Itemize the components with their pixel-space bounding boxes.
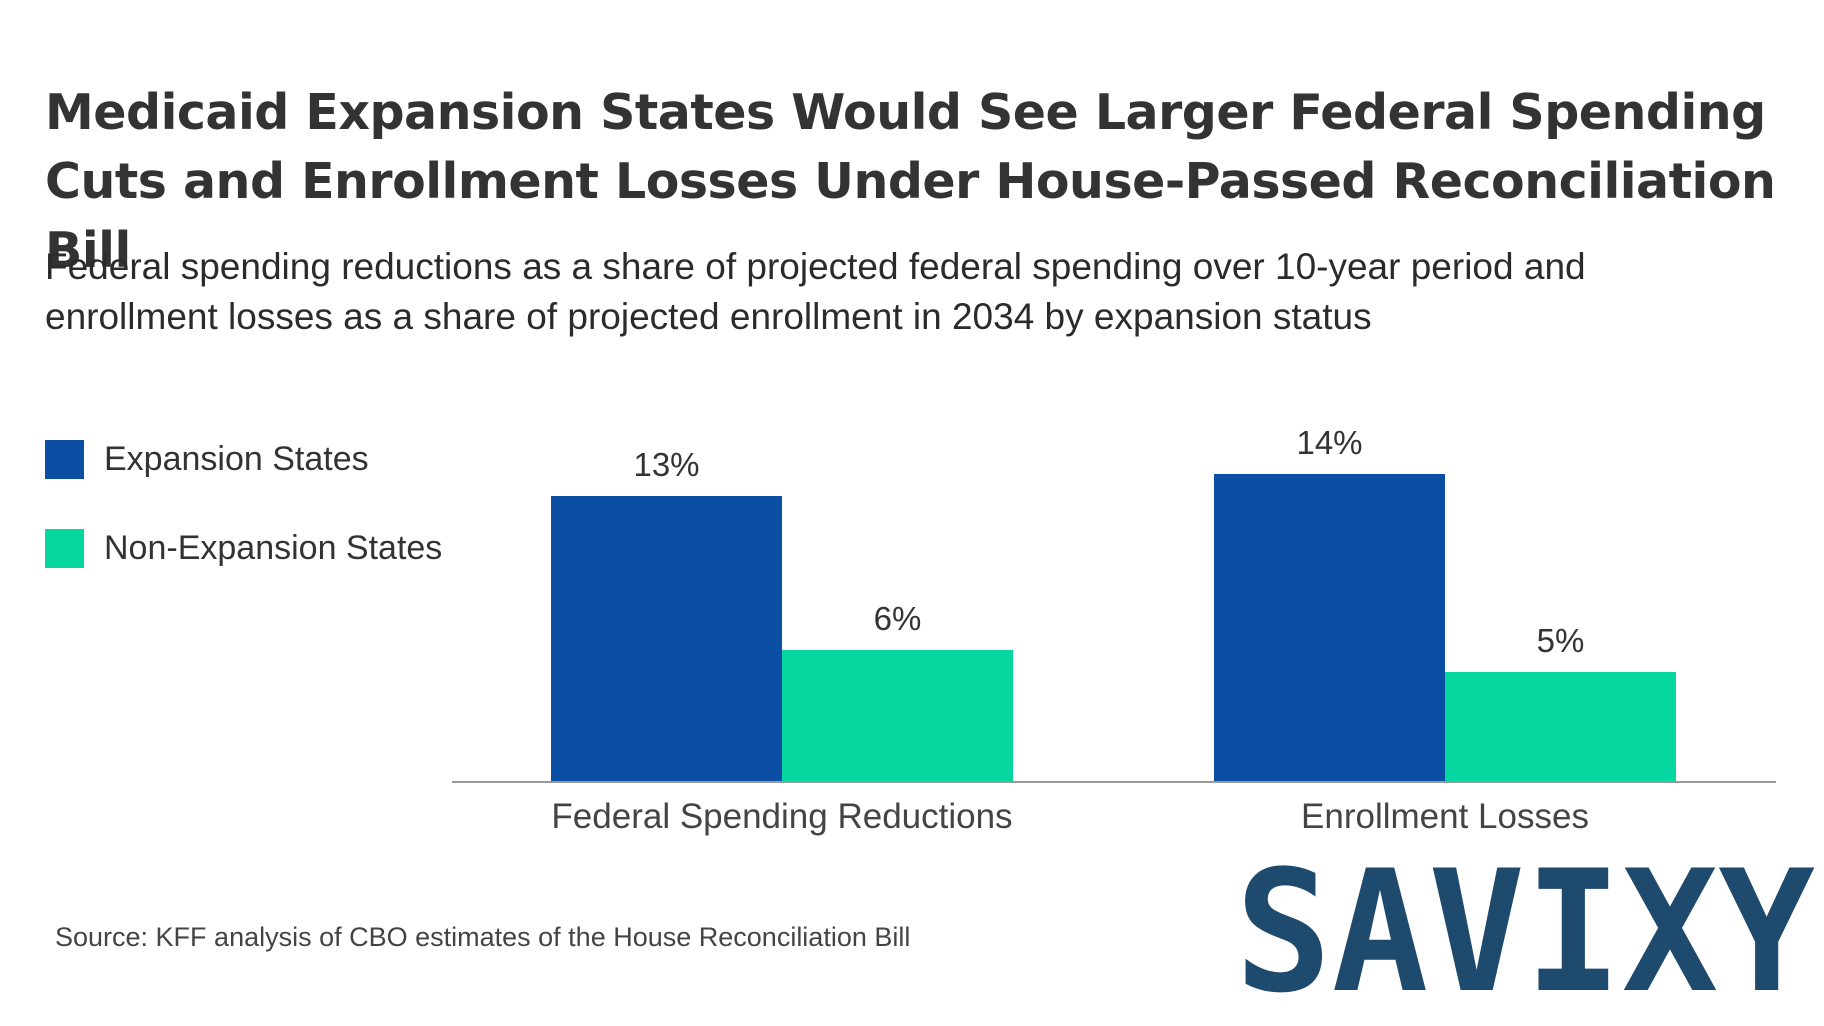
- legend-label-expansion: Expansion States: [104, 440, 369, 478]
- x-tick-label-spending: Federal Spending Reductions: [551, 797, 1012, 836]
- legend-item-expansion: Expansion States: [45, 440, 369, 479]
- bars-layer: 13% 6% Federal Spending Reductions 14% 5% Enr…: [551, 424, 1676, 836]
- chart-title: Medicaid Expansion States Would See Larg…: [45, 84, 1776, 279]
- bar-non-expansion-enrollment: [1445, 672, 1676, 782]
- legend-item-non-expansion: Non-Expansion States: [45, 529, 442, 568]
- watermark-text: SAVIXY: [1235, 840, 1815, 1010]
- bar-expansion-enrollment: [1214, 474, 1445, 782]
- data-label-expansion-enrollment: 14%: [1296, 424, 1362, 461]
- x-tick-label-enrollment: Enrollment Losses: [1301, 797, 1589, 836]
- legend-swatch-non-expansion: [45, 529, 84, 568]
- legend-label-non-expansion: Non-Expansion States: [104, 529, 443, 567]
- bar-expansion-spending: [551, 496, 782, 782]
- source-note: Source: KFF analysis of CBO estimates of…: [55, 922, 911, 952]
- data-label-expansion-spending: 13%: [633, 446, 699, 483]
- savixy-watermark-logo: SAVIXY: [1233, 840, 1818, 1010]
- legend-swatch-expansion: [45, 440, 84, 479]
- bar-non-expansion-spending: [782, 650, 1013, 782]
- data-label-non-expansion-enrollment: 5%: [1537, 622, 1585, 659]
- data-label-non-expansion-spending: 6%: [874, 600, 922, 637]
- chart-subtitle: Federal spending reductions as a share o…: [45, 246, 1586, 337]
